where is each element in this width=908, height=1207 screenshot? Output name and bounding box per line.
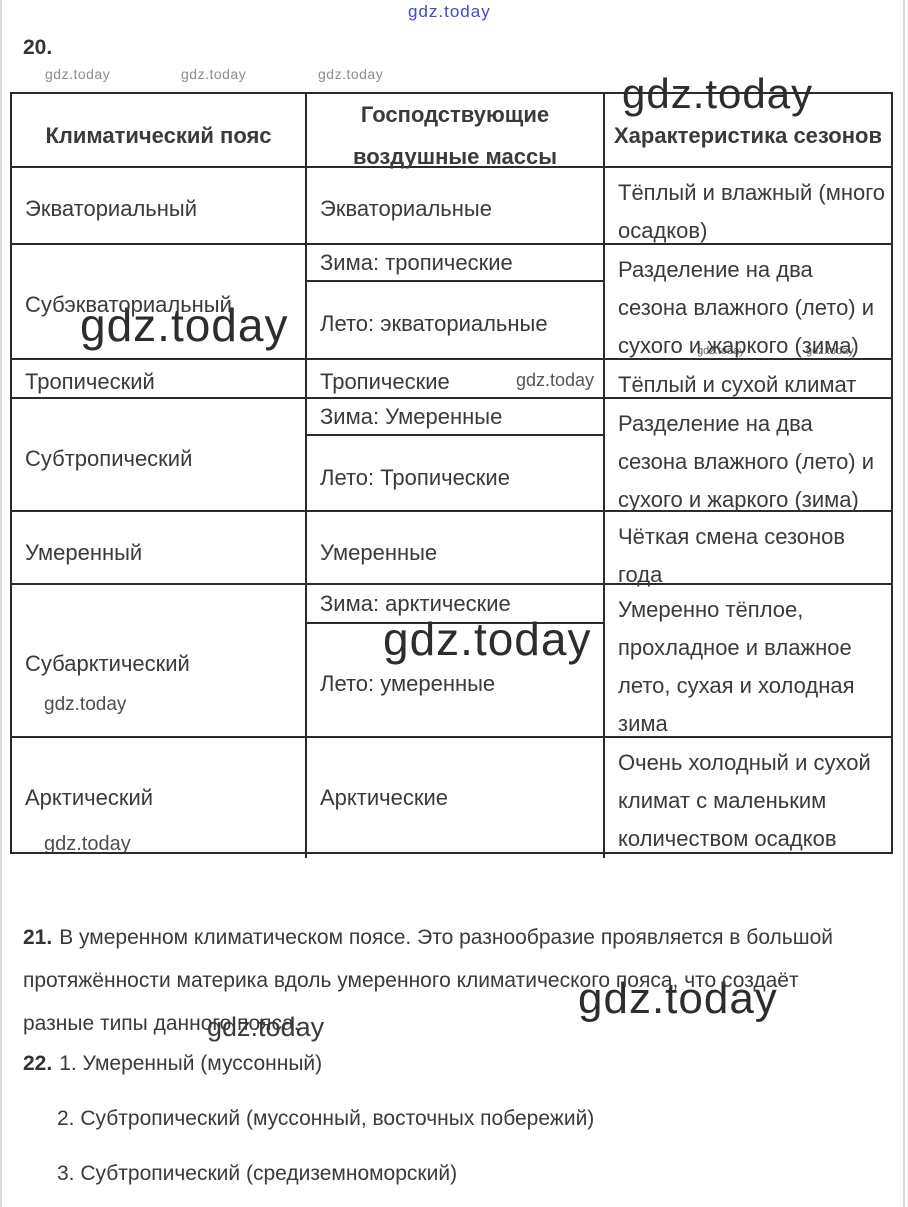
answer-21-text-1: В умеренном климатическом поясе. Это раз…: [59, 926, 833, 949]
watermark-gdz-subarctic: gdz.today: [44, 694, 127, 715]
answer-22-item-1: 22. 1. Умеренный (муссонный): [23, 1052, 322, 1076]
answer-21-paragraph: 21. В умеренном климатическом поясе. Это …: [23, 916, 883, 1045]
cell-air-masses-summer: Лето: Тропические: [320, 464, 510, 490]
table-row-subtropical: Субтропический Зима: Умеренные Лето: Тро…: [12, 399, 891, 519]
answer-21-line-1: 21. В умеренном климатическом поясе. Это …: [23, 916, 883, 959]
table-row-subarctic: Субарктический Зима: арктические Лето: у…: [12, 585, 891, 743]
cell-air-masses-winter: Зима: тропические: [307, 245, 603, 282]
table-row-temperate: Умеренный Умеренные Чёткая смена сезонов…: [12, 512, 891, 594]
answer-22-item-2: 2. Субтропический (муссонный, восточных …: [57, 1107, 595, 1130]
cell-air-masses-winter: Зима: арктические: [307, 585, 603, 624]
cell-air-masses-winter: Зима: Умеренные: [307, 399, 603, 436]
watermark-gdz-top: gdz.today: [408, 2, 491, 21]
cell-zone: Умеренный: [12, 512, 307, 594]
table-row-arctic: Арктический Арктические Очень холодный и…: [12, 738, 891, 858]
cell-air-masses: Умеренные: [307, 512, 605, 594]
watermark-gdz-row6: gdz.today: [383, 613, 592, 665]
scan-edge-right: [903, 0, 905, 1207]
cell-seasons: Тёплый и влажный (много осадков): [618, 180, 885, 243]
cell-zone: Арктический: [12, 738, 307, 858]
answer-22-item-1-text: 1. Умеренный (муссонный): [59, 1052, 323, 1075]
cell-zone: Экваториальный: [12, 168, 307, 250]
question-20-label: 20.: [23, 36, 53, 59]
scan-edge-left: [0, 0, 2, 1207]
cell-air-masses-split: Зима: тропические Лето: экваториальные: [307, 245, 605, 365]
watermark-gdz-row3: gdz.today: [516, 370, 595, 390]
watermark-gdz-tiny-2: gdz.today: [806, 345, 854, 357]
cell-seasons: Разделение на два сезона влажного (лето) …: [618, 411, 875, 512]
cell-air-masses-summer: Лето: экваториальные: [320, 310, 548, 336]
watermark-gdz-small-3: gdz.today: [318, 66, 384, 82]
answer-21-line-3: разные типы данного пояса.: [23, 1012, 300, 1035]
cell-seasons: Тёплый и сухой климат: [618, 372, 857, 397]
cell-seasons: Очень холодный и сухой климат с маленьким…: [618, 750, 871, 851]
table-row-equatorial: Экваториальный Экваториальные Тёплый и в…: [12, 168, 891, 250]
cell-air-masses-split: Зима: Умеренные Лето: Тропические: [307, 399, 605, 519]
cell-seasons: Умеренно тёплое, прохладное и влажное лето…: [618, 597, 855, 736]
cell-seasons: Разделение на два сезона влажного (лето) …: [618, 257, 875, 358]
watermark-gdz-row2: gdz.today: [80, 299, 289, 351]
climate-table: Климатический пояс Господствующие воздуш…: [10, 92, 893, 858]
answer-21-line-2: протяжённости материка вдоль умеренного …: [23, 969, 799, 992]
cell-air-masses-summer: Лето: умеренные: [320, 670, 496, 696]
cell-zone: Субэкваториальный: [12, 245, 307, 365]
header-climate-zone: Климатический пояс: [12, 94, 307, 178]
watermark-gdz-arctic: gdz.today: [44, 833, 131, 855]
cell-air-masses: Тропические: [307, 360, 605, 404]
cell-zone: Тропический: [12, 360, 307, 404]
header-air-masses: Господствующие воздушные массы: [307, 94, 605, 178]
answer-22-item-3: 3. Субтропический (средиземноморский): [57, 1162, 458, 1185]
cell-air-masses: Арктические: [307, 738, 605, 858]
watermark-gdz-small-2: gdz.today: [181, 66, 247, 82]
answer-22-number: 22.: [23, 1052, 53, 1075]
header-season-characteristics: Характеристика сезонов: [613, 123, 882, 148]
cell-air-masses-split: Зима: арктические Лето: умеренные: [307, 585, 605, 743]
watermark-gdz-small-1: gdz.today: [45, 66, 111, 82]
cell-seasons: Чёткая смена сезонов года: [618, 524, 846, 587]
cell-zone: Субтропический: [12, 399, 307, 519]
answer-21-number: 21.: [23, 926, 53, 949]
watermark-gdz-answer21: gdz.today: [578, 974, 778, 1023]
watermark-gdz-tiny-1: gdz.today: [697, 345, 745, 357]
table-header-row: Климатический пояс Господствующие воздуш…: [12, 94, 891, 178]
cell-air-masses: Экваториальные: [307, 168, 605, 250]
watermark-gdz-answer21-bottom: gdz.today: [207, 1012, 325, 1042]
table-row-subequatorial: Субэкваториальный Зима: тропические Лето…: [12, 245, 891, 365]
table-row-tropical: Тропический Тропические Тёплый и сухой к…: [12, 360, 891, 404]
cell-zone: Субарктический: [12, 585, 307, 743]
